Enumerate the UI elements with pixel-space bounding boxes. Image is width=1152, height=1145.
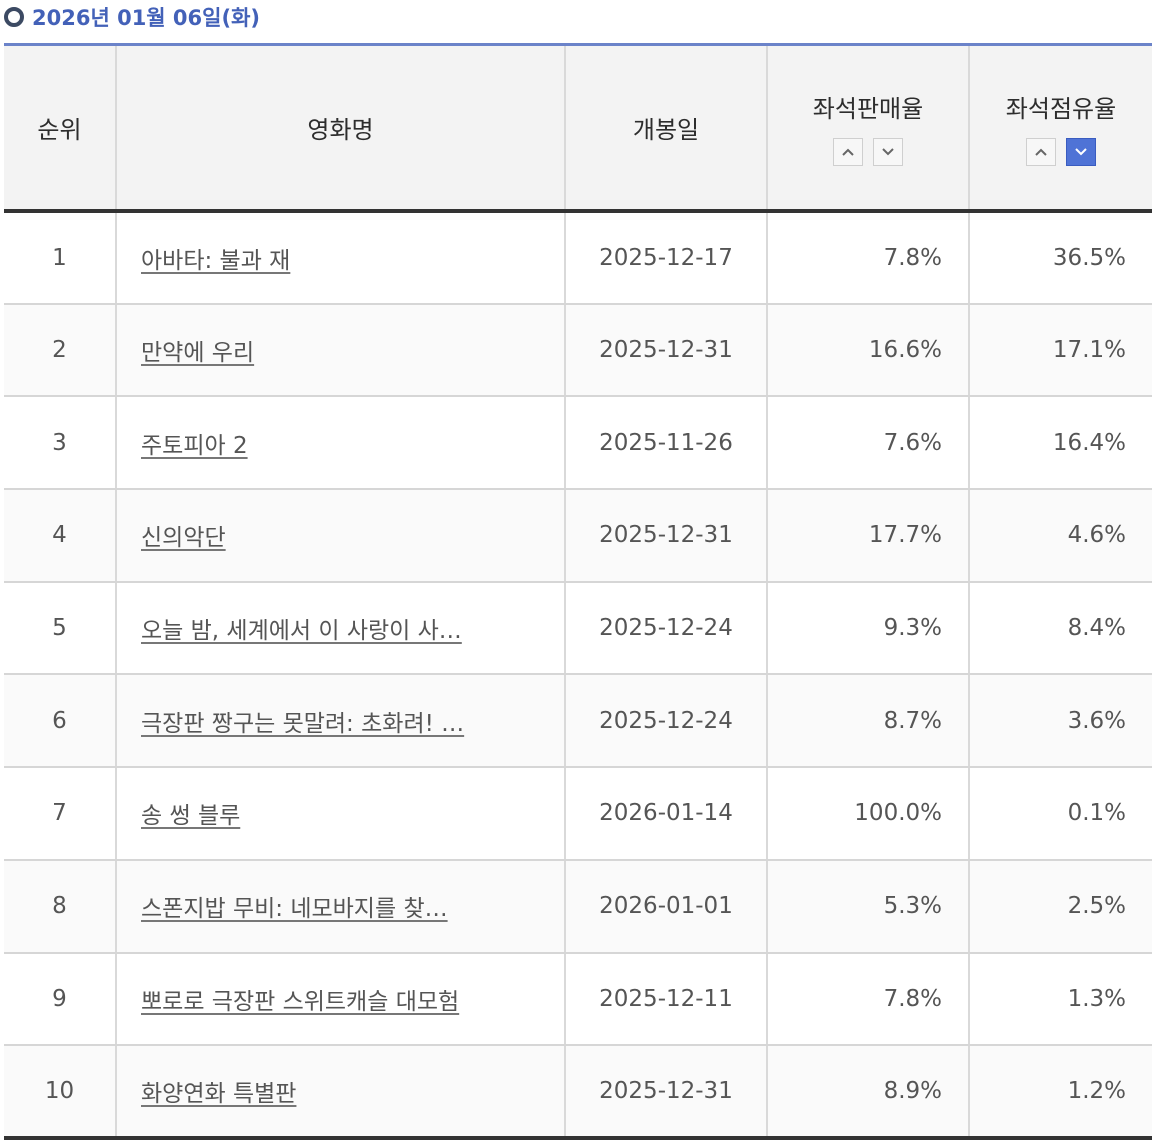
release-date-cell: 2025-12-24 bbox=[564, 674, 767, 769]
table-row: 8 스폰지밥 무비: 네모바지를 찾… 2026-01-01 5.3% 2.5% bbox=[4, 859, 1152, 954]
movie-title-link[interactable]: 극장판 짱구는 못말려: 초화려! … bbox=[141, 710, 465, 737]
seat-occupancy-sort-asc-button[interactable] bbox=[1026, 138, 1056, 166]
seat-occupancy-sort bbox=[970, 138, 1152, 166]
seat-occupancy-cell: 8.4% bbox=[968, 581, 1152, 676]
title-cell: 극장판 짱구는 못말려: 초화려! … bbox=[115, 674, 565, 769]
table-row: 4 신의악단 2025-12-31 17.7% 4.6% bbox=[4, 489, 1152, 583]
seat-sales-sort bbox=[768, 138, 968, 166]
seat-sales-cell: 5.3% bbox=[766, 859, 969, 954]
table-row: 3 주토피아 2 2025-11-26 7.6% 16.4% bbox=[4, 396, 1152, 491]
header-divider bbox=[4, 43, 1152, 46]
movie-title-link[interactable]: 만약에 우리 bbox=[141, 340, 255, 367]
column-header-rank: 순위 bbox=[4, 46, 116, 213]
title-cell: 화양연화 특별판 bbox=[115, 1045, 565, 1140]
seat-sales-cell: 8.9% bbox=[766, 1045, 969, 1140]
table-row: 6 극장판 짱구는 못말려: 초화려! … 2025-12-24 8.7% 3.6% bbox=[4, 674, 1152, 769]
seat-occupancy-cell: 1.2% bbox=[968, 1045, 1152, 1140]
rank-cell: 8 bbox=[4, 859, 116, 954]
rank-cell: 6 bbox=[4, 674, 116, 769]
seat-sales-cell: 16.6% bbox=[766, 303, 969, 398]
seat-occupancy-cell: 36.5% bbox=[968, 211, 1152, 305]
rank-cell: 5 bbox=[4, 581, 116, 676]
seat-occupancy-sort-desc-button[interactable] bbox=[1066, 138, 1096, 166]
title-cell: 뽀로로 극장판 스위트캐슬 대모험 bbox=[115, 952, 565, 1047]
table-row: 1 아바타: 불과 재 2025-12-17 7.8% 36.5% bbox=[4, 211, 1152, 305]
table-row: 2 만약에 우리 2025-12-31 16.6% 17.1% bbox=[4, 303, 1152, 398]
movie-title-link[interactable]: 뽀로로 극장판 스위트캐슬 대모험 bbox=[141, 988, 460, 1015]
seat-sales-cell: 9.3% bbox=[766, 581, 969, 676]
title-cell: 아바타: 불과 재 bbox=[115, 211, 565, 305]
column-header-seat-occupancy: 좌석점유율 bbox=[968, 46, 1152, 213]
column-header-title: 영화명 bbox=[115, 46, 565, 213]
date-header: 2026년 01월 06일(화) bbox=[4, 0, 260, 34]
date-title: 2026년 01월 06일(화) bbox=[32, 6, 260, 30]
rank-cell: 9 bbox=[4, 952, 116, 1047]
seat-occupancy-cell: 17.1% bbox=[968, 303, 1152, 398]
table-row: 9 뽀로로 극장판 스위트캐슬 대모험 2025-12-11 7.8% 1.3% bbox=[4, 952, 1152, 1047]
rank-cell: 1 bbox=[4, 211, 116, 305]
movie-title-link[interactable]: 화양연화 특별판 bbox=[141, 1081, 297, 1108]
seat-occupancy-cell: 2.5% bbox=[968, 859, 1152, 954]
release-date-cell: 2025-12-24 bbox=[564, 581, 767, 676]
chevron-down-icon bbox=[882, 148, 894, 156]
seat-sales-cell: 17.7% bbox=[766, 489, 969, 583]
rank-cell: 4 bbox=[4, 489, 116, 583]
seat-occupancy-label: 좌석점유율 bbox=[1005, 95, 1117, 123]
movie-title-link[interactable]: 오늘 밤, 세계에서 이 사랑이 사… bbox=[141, 618, 462, 645]
release-date-cell: 2025-12-17 bbox=[564, 211, 767, 305]
release-date-cell: 2025-12-31 bbox=[564, 303, 767, 398]
seat-sales-label: 좌석판매율 bbox=[812, 95, 924, 123]
title-cell: 주토피아 2 bbox=[115, 396, 565, 491]
seat-sales-cell: 7.8% bbox=[766, 211, 969, 305]
movie-title-link[interactable]: 주토피아 2 bbox=[141, 432, 248, 459]
movie-title-link[interactable]: 스폰지밥 무비: 네모바지를 찾… bbox=[141, 896, 448, 923]
seat-occupancy-cell: 3.6% bbox=[968, 674, 1152, 769]
table-row: 5 오늘 밤, 세계에서 이 사랑이 사… 2025-12-24 9.3% 8.4% bbox=[4, 581, 1152, 676]
release-date-cell: 2026-01-01 bbox=[564, 859, 767, 954]
seat-occupancy-cell: 4.6% bbox=[968, 489, 1152, 583]
seat-sales-cell: 7.6% bbox=[766, 396, 969, 491]
seat-sales-cell: 7.8% bbox=[766, 952, 969, 1047]
ranking-table: 순위 영화명 개봉일 좌석판매율 좌석점유율 bbox=[4, 46, 1152, 1140]
circle-bullet-icon bbox=[4, 7, 24, 27]
release-date-cell: 2025-12-31 bbox=[564, 489, 767, 583]
release-date-cell: 2025-12-11 bbox=[564, 952, 767, 1047]
title-cell: 스폰지밥 무비: 네모바지를 찾… bbox=[115, 859, 565, 954]
release-date-cell: 2025-12-31 bbox=[564, 1045, 767, 1140]
rank-cell: 3 bbox=[4, 396, 116, 491]
seat-occupancy-cell: 1.3% bbox=[968, 952, 1152, 1047]
seat-occupancy-cell: 0.1% bbox=[968, 767, 1152, 861]
title-cell: 신의악단 bbox=[115, 489, 565, 583]
column-header-release: 개봉일 bbox=[564, 46, 767, 213]
release-date-cell: 2026-01-14 bbox=[564, 767, 767, 861]
rank-cell: 2 bbox=[4, 303, 116, 398]
seat-sales-sort-asc-button[interactable] bbox=[833, 138, 863, 166]
seat-sales-cell: 8.7% bbox=[766, 674, 969, 769]
title-cell: 만약에 우리 bbox=[115, 303, 565, 398]
table-header-row: 순위 영화명 개봉일 좌석판매율 좌석점유율 bbox=[4, 46, 1152, 213]
seat-occupancy-cell: 16.4% bbox=[968, 396, 1152, 491]
rank-cell: 10 bbox=[4, 1045, 116, 1140]
movie-title-link[interactable]: 아바타: 불과 재 bbox=[141, 247, 291, 274]
release-date-cell: 2025-11-26 bbox=[564, 396, 767, 491]
rank-cell: 7 bbox=[4, 767, 116, 861]
seat-sales-sort-desc-button[interactable] bbox=[873, 138, 903, 166]
table-row: 10 화양연화 특별판 2025-12-31 8.9% 1.2% bbox=[4, 1045, 1152, 1140]
movie-title-link[interactable]: 송 썽 블루 bbox=[141, 803, 241, 830]
movie-title-link[interactable]: 신의악단 bbox=[141, 525, 226, 552]
seat-sales-cell: 100.0% bbox=[766, 767, 969, 861]
chevron-up-icon bbox=[1035, 148, 1047, 156]
chevron-down-icon bbox=[1075, 148, 1087, 156]
title-cell: 오늘 밤, 세계에서 이 사랑이 사… bbox=[115, 581, 565, 676]
title-cell: 송 썽 블루 bbox=[115, 767, 565, 861]
table-row: 7 송 썽 블루 2026-01-14 100.0% 0.1% bbox=[4, 767, 1152, 861]
column-header-seat-sales: 좌석판매율 bbox=[766, 46, 969, 213]
chevron-up-icon bbox=[842, 148, 854, 156]
